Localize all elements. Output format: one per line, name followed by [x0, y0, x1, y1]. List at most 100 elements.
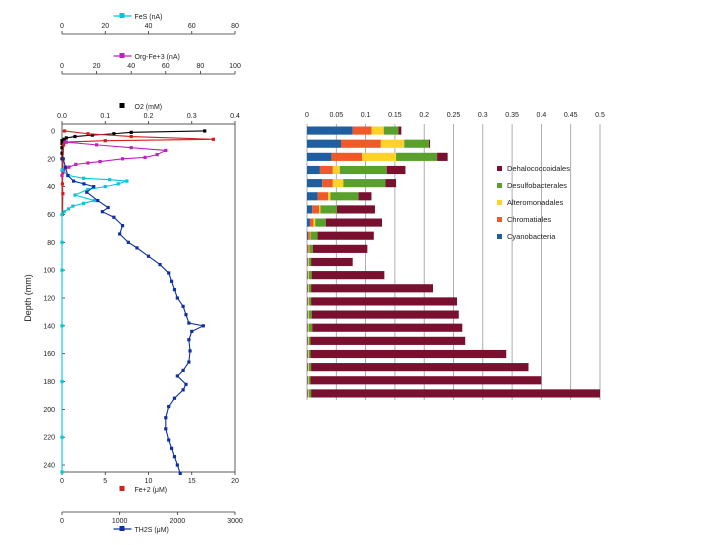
- bar-segment-desulfobacterales: [309, 363, 311, 371]
- org_fe-tick-label: 80: [197, 63, 205, 70]
- org_fe-data-point: [86, 161, 89, 164]
- th2s-data-point: [182, 305, 185, 308]
- bar-segment-chromatiales: [308, 389, 309, 397]
- x-tick-label: 0.35: [505, 112, 519, 119]
- th2s-data-point: [176, 374, 179, 377]
- th2s-data-point: [82, 182, 85, 185]
- th2s-data-point: [135, 246, 138, 249]
- th2s-data-point: [173, 288, 176, 291]
- bar-segment-alteromonadales: [309, 245, 310, 253]
- bar-segment-cyanobacteria: [307, 205, 312, 213]
- th2s-data-point: [187, 321, 190, 324]
- bar-segment-chromatiales: [308, 337, 309, 345]
- fe2-tick-label: 5: [103, 478, 107, 485]
- org_fe-tick-label: 20: [93, 63, 101, 70]
- bar-segment-chromatiales: [318, 192, 329, 200]
- bar-segment-cyanobacteria: [307, 324, 308, 332]
- x-tick-label: 0.15: [388, 112, 402, 119]
- bar-segment-desulfobacterales: [309, 324, 313, 332]
- bar-segment-dehalococcoidales: [429, 140, 430, 148]
- fe2-tick-label: 15: [188, 478, 196, 485]
- x-tick-label: 0.1: [361, 112, 371, 119]
- x-tick-label: 0.05: [329, 112, 343, 119]
- fes-data-point: [108, 178, 111, 181]
- bar-segment-desulfobacterales: [404, 140, 429, 148]
- fes-data-point: [60, 168, 63, 171]
- org_fe-axis-label: Org-Fe+3 (nA): [135, 54, 180, 61]
- o2-data-point: [130, 131, 133, 134]
- org_fe-data-point: [143, 156, 146, 159]
- th2s-data-point: [62, 157, 65, 160]
- bar-segment-desulfobacterales: [330, 192, 358, 200]
- bar-segment-chromatiales: [312, 205, 319, 213]
- bar-segment-cyanobacteria: [307, 166, 320, 174]
- x-tick-label: 0.45: [564, 112, 578, 119]
- bar-segment-chromatiales: [308, 376, 309, 384]
- bar-segment-dehalococcoidales: [437, 153, 448, 161]
- legend-label-alteromonadales: Alteromonadales: [507, 198, 564, 207]
- bar-segment-dehalococcoidales: [312, 271, 385, 279]
- th2s-data-point: [127, 241, 130, 244]
- th2s-data-point: [167, 271, 170, 274]
- bar-segment-dehalococcoidales: [312, 310, 459, 318]
- x-tick-label: 0.25: [447, 112, 461, 119]
- bar-segment-chromatiales: [322, 179, 333, 187]
- fe2-data-point: [104, 139, 107, 142]
- bar-segment-alteromonadales: [308, 310, 309, 318]
- org_fe-data-point: [98, 160, 101, 163]
- legend-swatch-alteromonadales: [497, 200, 502, 205]
- org_fe-legend-marker: [120, 53, 125, 58]
- th2s-data-point: [190, 330, 193, 333]
- x-tick-label: 0.4: [537, 112, 547, 119]
- x-tick-label: 0.2: [419, 112, 429, 119]
- org_fe-data-point: [121, 157, 124, 160]
- bar-segment-alteromonadales: [308, 337, 309, 345]
- bar-segment-desulfobacterales: [309, 245, 313, 253]
- bar-segment-cyanobacteria: [307, 192, 318, 200]
- y-tick-label: 40: [47, 184, 55, 191]
- th2s-data-point: [85, 191, 88, 194]
- bar-segment-dehalococcoidales: [311, 363, 528, 371]
- fes-data-point: [60, 324, 63, 327]
- fe2-data-point: [61, 192, 64, 195]
- org_fe-tick-label: 60: [162, 63, 170, 70]
- y-tick-label: 120: [43, 296, 55, 303]
- bar-segment-alteromonadales: [308, 297, 309, 305]
- bar-segment-dehalococcoidales: [311, 297, 457, 305]
- th2s-series-line: [63, 159, 203, 474]
- fe2-tick-label: 10: [145, 478, 153, 485]
- o2-series-line: [62, 131, 205, 159]
- bar-segment-cyanobacteria: [307, 350, 308, 358]
- org_fe-tick-label: 40: [127, 63, 135, 70]
- o2-tick-label: 0.2: [144, 113, 154, 120]
- fes-data-point: [82, 177, 85, 180]
- fes-data-point: [60, 213, 63, 216]
- o2-data-point: [73, 135, 76, 138]
- fes-tick-label: 60: [188, 23, 196, 30]
- fes-data-point: [60, 241, 63, 244]
- legend-swatch-chromatiales: [497, 217, 502, 222]
- bar-segment-desulfobacterales: [309, 284, 311, 292]
- fes-series-line: [62, 170, 127, 472]
- bar-segment-chromatiales: [332, 153, 362, 161]
- bar-segment-cyanobacteria: [307, 389, 308, 397]
- bar-segment-dehalococcoidales: [311, 337, 466, 345]
- org_fe-series-line: [62, 142, 166, 175]
- org_fe-data-point: [67, 166, 70, 169]
- y-tick-label: 80: [47, 240, 55, 247]
- bar-segment-desulfobacterales: [309, 389, 311, 397]
- bar-segment-cyanobacteria: [307, 363, 308, 371]
- org_fe-tick-label: 100: [229, 63, 241, 70]
- y-tick-label: 160: [43, 351, 55, 358]
- bar-segment-dehalococcoidales: [311, 284, 433, 292]
- bar-segment-desulfobacterales: [340, 166, 387, 174]
- org_fe-data-point: [95, 143, 98, 146]
- x-tick-label: 0: [305, 112, 309, 119]
- th2s-axis-label: TH2S (μM): [135, 527, 169, 534]
- bar-segment-dehalococcoidales: [313, 245, 367, 253]
- fes-tick-label: 20: [101, 23, 109, 30]
- th2s-data-point: [184, 313, 187, 316]
- bar-segment-cyanobacteria: [307, 218, 310, 226]
- fes-legend-marker: [120, 13, 125, 18]
